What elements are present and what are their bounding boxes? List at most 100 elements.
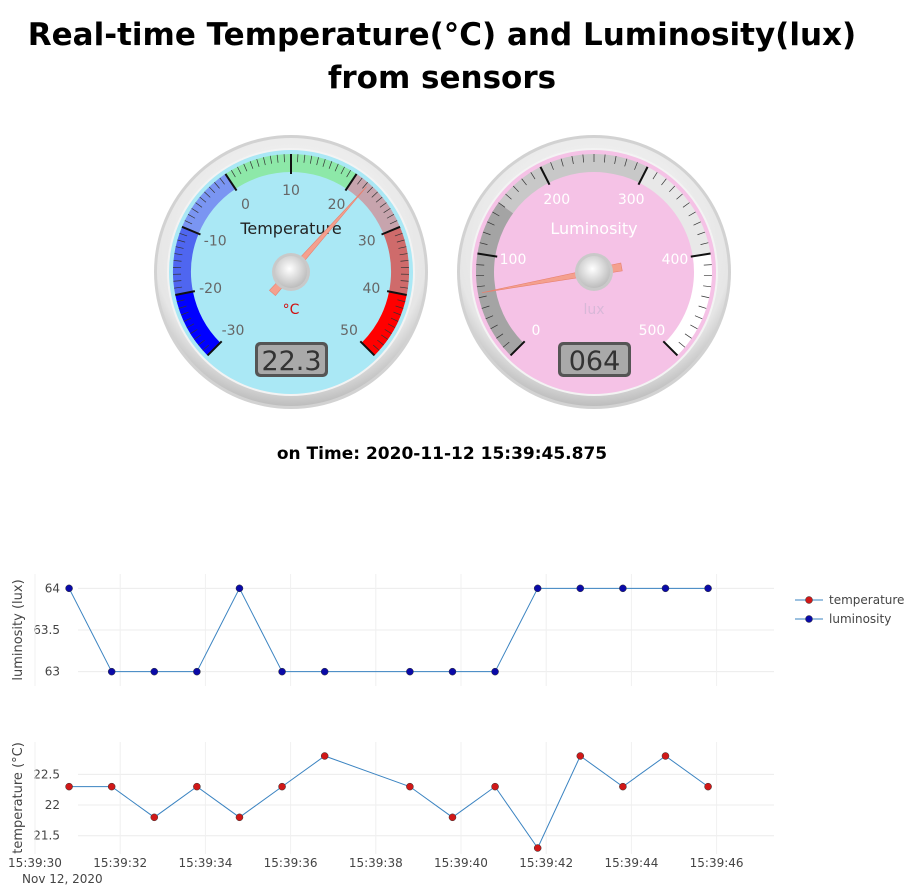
data-point-temperature[interactable] [150,813,159,822]
gauge-major-tick [386,290,407,297]
gauge-highlight-0 [175,291,221,356]
gauge-minor-tick [179,233,188,237]
gauge-minor-tick [481,305,490,309]
data-point-luminosity[interactable] [533,584,542,593]
data-point-temperature[interactable] [107,782,116,791]
gauge-highlight-0 [476,202,524,356]
gauge-highlight-5 [383,226,409,296]
legend-marker-luminosity[interactable] [805,615,813,623]
data-point-temperature[interactable] [65,782,73,791]
data-point-temperature[interactable] [491,782,499,791]
data-point-temperature[interactable] [576,752,585,760]
gauge-highlight-1 [498,154,648,214]
gauge-minor-tick [186,323,195,328]
data-point-luminosity[interactable] [576,584,585,593]
gauge-minor-tick [346,170,351,178]
y-axis-label: temperature (°C) [11,742,26,854]
gauge-minor-tick [372,344,380,351]
y-axis-label: luminosity (lux) [11,579,26,680]
data-point-temperature[interactable] [235,813,244,822]
gauge-minor-tick [322,158,326,167]
gauge-tick-label: 30 [358,234,376,250]
gauge-minor-tick [309,155,313,164]
data-point-temperature[interactable] [619,782,627,791]
data-point-luminosity[interactable] [448,667,457,676]
gauge-minor-tick [177,239,186,243]
legend-label-luminosity[interactable]: luminosity [829,612,891,626]
gauge-minor-tick [334,163,339,172]
data-point-luminosity[interactable] [661,584,670,593]
data-point-luminosity[interactable] [491,667,499,676]
gauge-minor-tick [682,202,690,208]
gauge-minor-tick [693,221,701,226]
temperature-gauge: -30 -20 -10 0 10 20 30 40 50 Temperature °C 22.3 [154,135,428,409]
gauge-minor-tick [377,339,384,346]
data-point-luminosity[interactable] [107,667,116,676]
gauge-minor-tick [398,246,407,249]
gauge-minor-tick [505,193,512,200]
gauge-tick-label: -30 [222,323,245,339]
data-point-temperature[interactable] [661,752,670,760]
data-point-temperature[interactable] [278,782,286,791]
sensor-line-chart[interactable]: 63 63.5 64 luminosity (lux) 21.5 22 22.5 temper… [0,560,908,887]
data-point-luminosity[interactable] [193,667,201,676]
gauge-highlight-4 [346,173,401,234]
data-point-temperature[interactable] [320,752,329,760]
gauge-highlight-1 [173,226,199,296]
gauge-tick-label: -10 [204,234,227,250]
gauge-minor-tick [187,214,196,219]
gauge-minor-tick [173,280,182,282]
y-tick-label: 22.5 [33,767,60,781]
data-point-luminosity[interactable] [704,584,712,593]
gauge-minor-tick [175,246,184,249]
data-point-temperature[interactable] [448,813,457,822]
gauge-minor-tick [614,156,617,165]
gauge-minor-tick [652,172,658,180]
x-tick-label: 15:39:30 [8,856,62,870]
gauge-minor-tick [214,182,220,189]
time-status: on Time: 2020-11-12 15:39:45.875 [0,444,884,464]
data-point-temperature[interactable] [704,782,712,791]
gauge-minor-tick [400,280,409,282]
data-point-temperature[interactable] [406,782,414,791]
data-point-luminosity[interactable] [320,667,329,676]
gauge-value-readout: 22.3 [261,346,321,377]
data-point-luminosity[interactable] [619,584,627,593]
gauge-tick-label: 0 [241,197,250,213]
gauge-minor-tick [521,178,527,186]
gauge-minor-tick [582,154,584,163]
data-point-luminosity[interactable] [278,667,286,676]
gauge-minor-tick [176,299,185,303]
gauge-minor-tick [190,329,198,334]
gauge-minor-tick [498,202,506,208]
gauge-major-tick [344,173,358,192]
data-point-luminosity[interactable] [65,584,73,593]
legend-label-temperature[interactable]: temperature [829,593,904,607]
gauge-minor-tick [199,196,207,203]
gauge-minor-tick [502,341,510,348]
data-point-luminosity[interactable] [406,667,414,676]
gauge-minor-tick [678,341,686,348]
gauge-minor-tick [482,231,491,236]
data-point-temperature[interactable] [533,844,542,852]
gauge-minor-tick [512,185,519,193]
gauge-highlight-6 [361,291,407,356]
gauge-minor-tick [661,178,667,186]
data-point-temperature[interactable] [193,782,201,791]
series-line-temperature [69,755,709,850]
data-point-luminosity[interactable] [235,584,244,593]
gauge-minor-tick [395,305,404,309]
gauge-minor-tick [269,155,273,164]
gauge-minor-tick [195,202,203,208]
gauge-minor-tick [571,156,574,165]
gauge-minor-tick [208,186,216,193]
gauge-major-tick [181,225,201,236]
gauge-minor-tick [184,220,193,225]
gauge-knob [578,256,610,288]
gauge-major-tick [359,340,376,357]
gauge-minor-tick [316,157,319,166]
gauge-units: °C [283,302,300,318]
legend-marker-temperature[interactable] [805,596,813,604]
x-tick-label: 15:39:36 [264,856,318,870]
data-point-luminosity[interactable] [150,667,159,676]
